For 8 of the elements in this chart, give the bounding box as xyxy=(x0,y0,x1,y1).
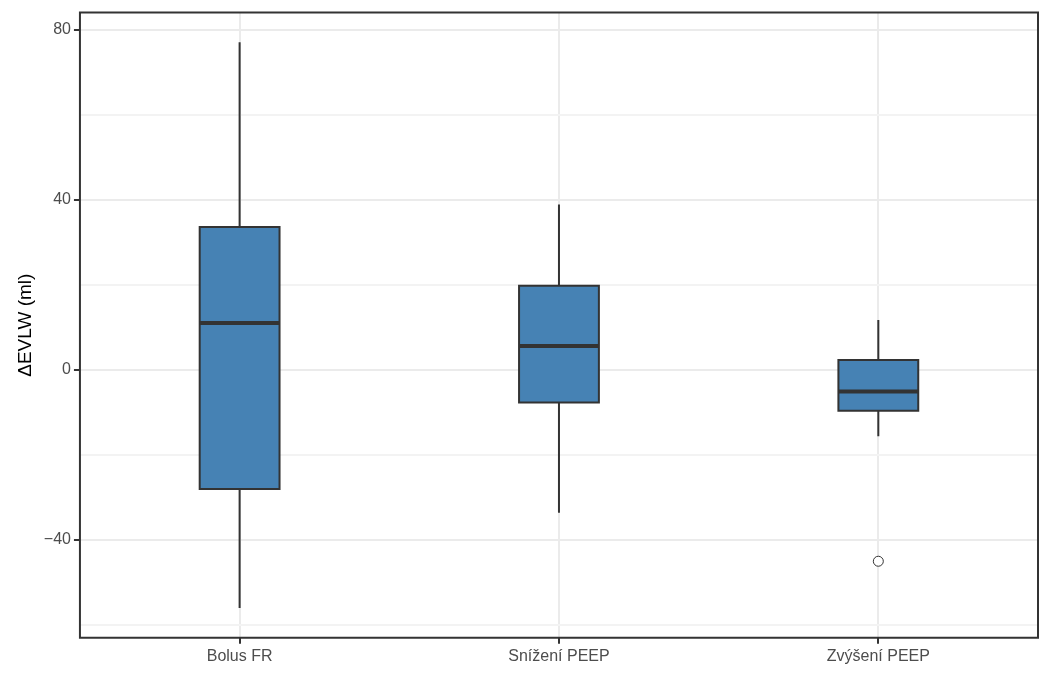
y-tick-label: 80 xyxy=(53,20,72,38)
y-axis-title: ΔEVLW (ml) xyxy=(13,273,35,377)
y-tick-label: −40 xyxy=(43,530,72,548)
y-tick-label: 40 xyxy=(53,190,72,208)
x-tick-label: Snížení PEEP xyxy=(508,646,610,664)
y-tick-label: 0 xyxy=(62,360,72,378)
x-tick-label: Bolus FR xyxy=(206,646,273,664)
x-tick-label: Zvýšení PEEP xyxy=(826,646,930,664)
